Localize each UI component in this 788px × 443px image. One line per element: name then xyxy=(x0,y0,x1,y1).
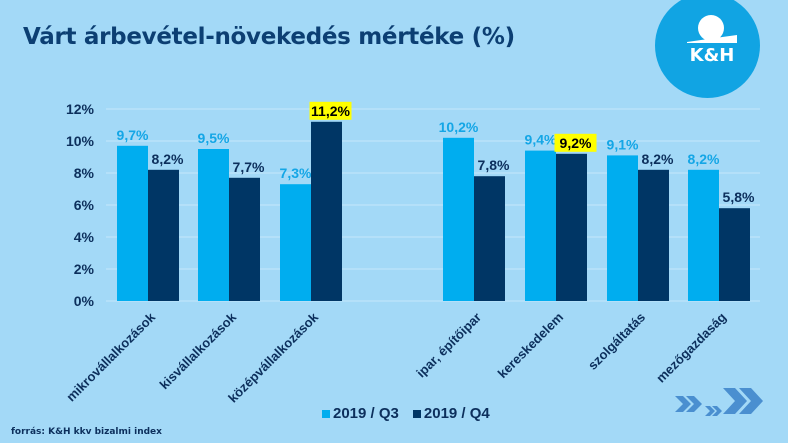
bar-q4 xyxy=(638,169,669,301)
bar-q3 xyxy=(117,145,148,301)
bar-q4 xyxy=(719,208,750,301)
bars xyxy=(117,121,750,301)
data-label: 8,2% xyxy=(152,151,184,167)
x-tick-label: mezőgazdaság xyxy=(653,309,729,385)
data-label: 9,7% xyxy=(117,127,149,143)
kh-logo: K&H xyxy=(655,0,760,98)
slide-title: Várt árbevétel-növekedés mértéke (%) xyxy=(23,24,515,50)
double-chevron-right-icon[interactable] xyxy=(673,386,783,436)
x-axis: mikrovállalkozásokkisvállalkozásokközépv… xyxy=(63,309,729,405)
x-tick-label: kereskedelem xyxy=(495,310,566,381)
legend-swatch-q4 xyxy=(412,409,421,418)
data-label: 9,5% xyxy=(198,130,230,146)
data-label: 7,7% xyxy=(233,159,265,175)
data-label: 7,3% xyxy=(280,165,312,181)
y-axis: 0% 2% 4% 6% 8% 10% 12% xyxy=(66,101,95,309)
bar-q4 xyxy=(311,121,342,301)
legend-swatch-q3 xyxy=(322,409,330,418)
x-tick-label: kisvállalkozások xyxy=(156,309,239,392)
y-tick-label: 2% xyxy=(74,261,95,277)
bar-q3 xyxy=(525,150,556,301)
kh-logo-icon: K&H xyxy=(687,15,737,66)
source-note: forrás: K&H kkv bizalmi index xyxy=(11,427,162,437)
data-label: 7,8% xyxy=(478,157,510,173)
bar-q3 xyxy=(443,137,474,301)
x-tick-label: középvállalkozások xyxy=(225,309,321,405)
x-tick-label: ipar, építőipar xyxy=(413,310,484,381)
chart-legend: 2019 / Q3 2019 / Q4 xyxy=(322,405,490,422)
data-label: 8,2% xyxy=(642,151,674,167)
bar-q3 xyxy=(688,169,719,301)
legend-label-q4: 2019 / Q4 xyxy=(423,405,490,422)
legend-item-q3: 2019 / Q3 xyxy=(322,405,399,422)
data-label: 10,2% xyxy=(439,119,479,135)
logo-text: K&H xyxy=(690,45,735,66)
data-label-highlight xyxy=(554,133,597,152)
y-tick-label: 0% xyxy=(74,293,95,309)
bar-q4 xyxy=(229,177,260,301)
data-label: 9,4% xyxy=(525,132,557,148)
y-tick-label: 6% xyxy=(74,197,95,213)
data-label: 11,2% xyxy=(311,103,350,119)
data-label: 9,1% xyxy=(607,136,639,152)
legend-item-q4: 2019 / Q4 xyxy=(412,405,490,422)
bar-q4 xyxy=(474,176,505,301)
bar-q4 xyxy=(148,169,179,301)
legend-label-q3: 2019 / Q3 xyxy=(333,405,399,422)
y-tick-label: 10% xyxy=(66,133,95,149)
y-tick-label: 12% xyxy=(66,101,95,117)
bar-q3 xyxy=(607,155,638,301)
x-tick-label: mikrovállalkozások xyxy=(63,309,158,404)
bar-q4 xyxy=(556,153,587,301)
data-label: 8,2% xyxy=(688,151,720,167)
data-label-highlight xyxy=(309,101,352,120)
y-tick-label: 4% xyxy=(74,229,95,245)
data-label: 9,2% xyxy=(560,135,592,151)
data-labels: 9,7%8,2%9,5%7,7% 7,3%11,2%10,2%7,8%9,4% 9,… xyxy=(117,101,755,205)
x-tick-label: szolgáltatás xyxy=(585,310,648,373)
data-label: 5,8% xyxy=(723,189,755,205)
bar-q3 xyxy=(198,149,229,301)
y-tick-label: 8% xyxy=(74,165,95,181)
bar-q3 xyxy=(280,184,311,301)
